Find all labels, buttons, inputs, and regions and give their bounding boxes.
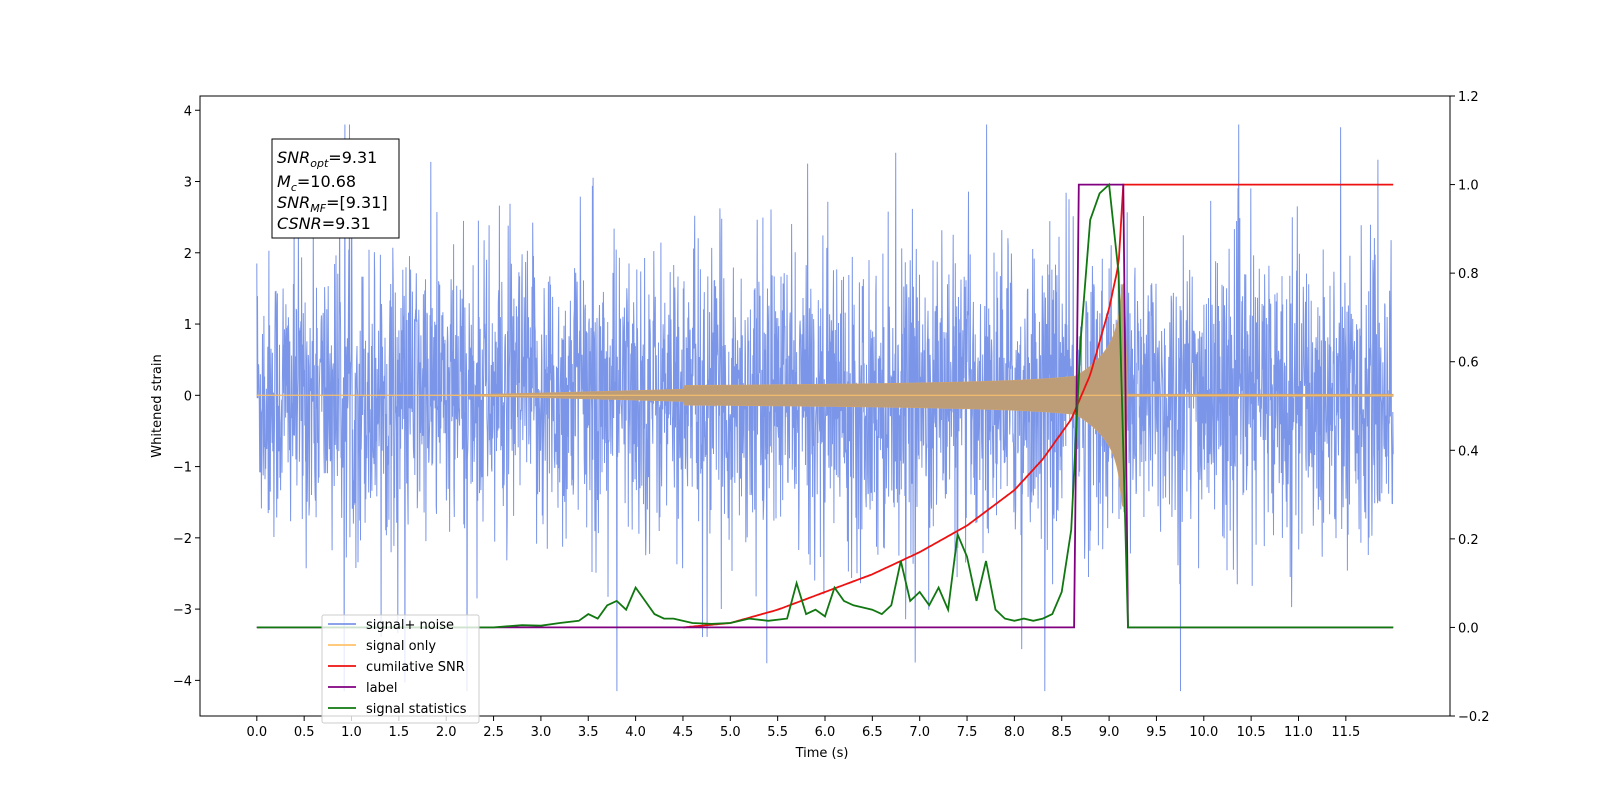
y-tick-label: 4 bbox=[184, 104, 192, 119]
x-tick-label: 0.0 bbox=[246, 725, 267, 740]
legend: signal+ noise signal only cumilative SNR la… bbox=[321, 614, 480, 724]
legend-label: cumilative SNR bbox=[366, 660, 465, 675]
x-tick-label: 11.0 bbox=[1284, 725, 1313, 740]
y2-tick-label: 1.0 bbox=[1458, 179, 1479, 194]
y2-tick-label: 0.8 bbox=[1458, 267, 1479, 282]
x-tick-label: 1.5 bbox=[389, 725, 410, 740]
series-cumilative-snr bbox=[682, 183, 1394, 629]
x-tick-label: 8.0 bbox=[1004, 725, 1025, 740]
x-tick-label: 9.0 bbox=[1099, 725, 1120, 740]
y-tick-label: −4 bbox=[173, 674, 192, 689]
y2-tick-label: 0.6 bbox=[1458, 356, 1479, 371]
y-tick-label: −3 bbox=[173, 603, 192, 618]
x-axis-label: Time (s) bbox=[795, 746, 849, 761]
x-tick-label: 6.5 bbox=[862, 725, 883, 740]
y2-tick-label: 0.0 bbox=[1458, 621, 1479, 636]
x-tick-label: 5.5 bbox=[767, 725, 788, 740]
x-tick-label: 2.0 bbox=[436, 725, 457, 740]
y2-axis-ticks: 1.2 1.0 0.8 0.6 0.4 0.2 0.0 −0.2 bbox=[1450, 90, 1490, 725]
x-tick-label: 7.5 bbox=[957, 725, 978, 740]
x-tick-label: 9.5 bbox=[1146, 725, 1167, 740]
legend-label: signal+ noise bbox=[366, 618, 454, 633]
x-tick-label: 5.0 bbox=[720, 725, 741, 740]
y-tick-label: 3 bbox=[184, 176, 192, 191]
y2-tick-label: 0.4 bbox=[1458, 444, 1479, 459]
y2-tick-label: −0.2 bbox=[1458, 710, 1490, 725]
x-tick-label: 8.5 bbox=[1051, 725, 1072, 740]
x-tick-label: 11.5 bbox=[1331, 725, 1360, 740]
y-tick-label: 1 bbox=[184, 318, 192, 333]
x-tick-label: 1.0 bbox=[341, 725, 362, 740]
y-axis-ticks: 4 3 2 1 0 −1 −2 −3 −4 bbox=[173, 104, 200, 689]
annotation-snr-opt: SNRopt=9.31 bbox=[277, 148, 377, 170]
x-tick-label: 10.5 bbox=[1237, 725, 1266, 740]
x-tick-label: 3.5 bbox=[578, 725, 599, 740]
y2-tick-label: 0.2 bbox=[1458, 533, 1479, 548]
x-tick-label: 0.5 bbox=[294, 725, 315, 740]
plot-area bbox=[256, 124, 1394, 692]
series-signal-statistics bbox=[256, 182, 1394, 629]
annotation-mc: Mc=10.68 bbox=[277, 172, 356, 194]
x-tick-label: 2.5 bbox=[483, 725, 504, 740]
y2-tick-label: 1.2 bbox=[1458, 90, 1479, 105]
x-tick-label: 6.0 bbox=[815, 725, 836, 740]
x-tick-label: 4.5 bbox=[673, 725, 694, 740]
x-tick-label: 4.0 bbox=[625, 725, 646, 740]
legend-label: signal statistics bbox=[366, 702, 467, 717]
annotation-csnr: CSNR=9.31 bbox=[277, 214, 371, 233]
annotation-box: SNRopt=9.31 Mc=10.68 SNRMF=[9.31] CSNR=9… bbox=[271, 138, 400, 239]
series-signal-noise bbox=[256, 124, 1394, 692]
x-tick-label: 10.0 bbox=[1189, 725, 1218, 740]
y-tick-label: 0 bbox=[184, 389, 192, 404]
x-axis-ticks: 0.0 0.5 1.0 1.5 2.0 2.5 3.0 3.5 4.0 4.5 5.0 5.5 6.0 6… bbox=[246, 716, 1360, 740]
y-tick-label: −1 bbox=[173, 461, 192, 476]
annotation-snr-mf: SNRMF=[9.31] bbox=[277, 193, 388, 215]
y-tick-label: 2 bbox=[184, 247, 192, 262]
x-tick-label: 3.0 bbox=[531, 725, 552, 740]
legend-label: signal only bbox=[366, 639, 436, 654]
x-tick-label: 7.0 bbox=[909, 725, 930, 740]
y-tick-label: −2 bbox=[173, 532, 192, 547]
legend-label: label bbox=[366, 681, 397, 696]
y-axis-label: Whitened strain bbox=[150, 354, 165, 457]
